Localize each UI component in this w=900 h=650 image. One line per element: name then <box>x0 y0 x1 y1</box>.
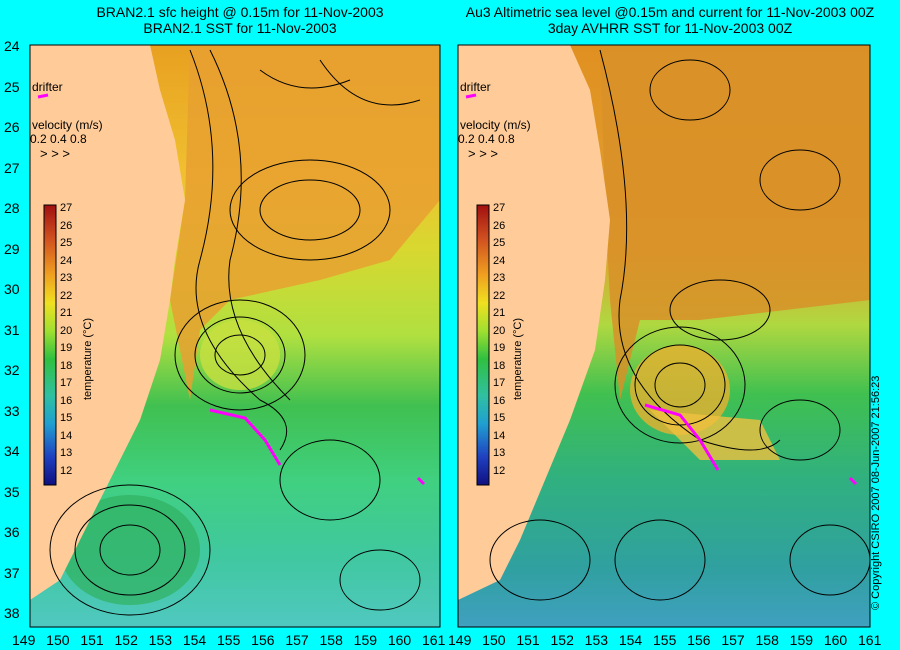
latitude-label: 35 <box>4 483 20 500</box>
latitude-label: 37 <box>4 564 20 581</box>
colorbar-tick-label: 22 <box>60 289 73 302</box>
right-title: Au3 Altimetric sea level @0.15m and curr… <box>440 4 900 36</box>
longitude-label-left: 159 <box>353 632 378 648</box>
colorbar-tick-label: 13 <box>60 447 73 459</box>
longitude-label-left: 152 <box>114 632 138 648</box>
latitude-label: 36 <box>4 524 20 540</box>
colorbar-tick-label: 22 <box>493 289 506 302</box>
colorbar-tick-label: 20 <box>60 324 73 337</box>
colorbar-tick-label: 14 <box>493 429 506 442</box>
longitude-label-right: 159 <box>789 632 814 648</box>
longitude-label-left: 154 <box>182 632 207 648</box>
latitude-label: 25 <box>4 78 20 95</box>
colorbar-tick-label: 21 <box>60 307 73 319</box>
right-land <box>458 45 610 600</box>
colorbar-tick-label: 23 <box>493 272 506 284</box>
longitude-label-left: 153 <box>148 632 173 648</box>
left-title-line2: BRAN2.1 SST for 11-Nov-2003 <box>143 20 337 36</box>
left-velocity-arrows: > > > <box>40 146 70 161</box>
colorbar-tick-label: 27 <box>60 202 73 214</box>
colorbar-tick-label: 26 <box>493 219 506 232</box>
colorbar-tick-label: 18 <box>60 359 73 372</box>
longitude-label-right: 155 <box>653 632 677 648</box>
left-map <box>30 45 440 627</box>
right-colorbar <box>476 204 490 486</box>
colorbar-tick-label: 19 <box>493 342 506 354</box>
longitude-label-left: 151 <box>80 632 104 648</box>
colorbar-tick-label: 12 <box>60 464 73 477</box>
colorbar-tick-label: 16 <box>60 394 73 407</box>
right-title-line2: 3day AVHRR SST for 11-Nov-2003 00Z <box>547 20 793 36</box>
colorbar-tick-label: 12 <box>493 464 506 477</box>
colorbar-tick-label: 13 <box>493 447 506 459</box>
left-velocity-scale: 0.2 0.4 0.8 <box>30 132 87 146</box>
colorbar-tick-label: 26 <box>60 219 73 232</box>
colorbar-tick-label: 15 <box>493 412 506 424</box>
left-title-line1: BRAN2.1 sfc height @ 0.15m for 11-Nov-20… <box>96 4 384 20</box>
colorbar-tick-label: 24 <box>60 254 73 267</box>
colorbar-tick-label: 17 <box>60 377 73 389</box>
latitude-label: 27 <box>4 159 20 176</box>
latitude-label: 38 <box>4 605 20 621</box>
colorbar-tick-label: 17 <box>493 377 506 389</box>
longitude-label-left: 155 <box>217 632 241 648</box>
left-drifter-label: drifter <box>32 80 63 94</box>
colorbar-tick-label: 24 <box>493 254 506 267</box>
longitude-label-right: 156 <box>687 632 711 648</box>
latitude-label: 30 <box>4 281 20 297</box>
colorbar-tick-label: 20 <box>493 324 506 337</box>
colorbar-tick-label: 25 <box>60 237 73 249</box>
longitude-label-right: 158 <box>755 632 779 648</box>
longitude-label-right: 153 <box>584 632 609 648</box>
longitude-label-left: 156 <box>251 632 275 648</box>
left-title: BRAN2.1 sfc height @ 0.15m for 11-Nov-20… <box>40 4 440 36</box>
left-velocity-label: velocity (m/s) <box>32 118 103 132</box>
latitude-label: 28 <box>4 200 20 216</box>
longitude-label-left: 150 <box>46 632 70 648</box>
left-colorbar <box>43 204 57 486</box>
colorbar-tick-label: 21 <box>493 307 506 319</box>
left-colorbar-title: temperature (°C) <box>82 317 94 400</box>
latitude-label: 31 <box>4 321 20 338</box>
latitude-label: 34 <box>4 443 20 459</box>
right-title-line1: Au3 Altimetric sea level @0.15m and curr… <box>465 4 875 20</box>
longitude-label-left: 161 <box>422 632 446 648</box>
colorbar-tick-label: 14 <box>60 429 73 442</box>
right-velocity-scale: 0.2 0.4 0.8 <box>458 132 515 146</box>
copyright-text: © Copyright CSIRO 2007 08-Jun-2007 21:56… <box>870 375 882 610</box>
left-land <box>30 45 185 600</box>
latitude-label: 24 <box>4 38 20 54</box>
colorbar-tick-label: 25 <box>493 237 506 249</box>
longitude-label-right: 157 <box>721 632 745 648</box>
longitude-label-right: 152 <box>550 632 574 648</box>
colorbar-tick-label: 18 <box>493 359 506 372</box>
right-velocity-arrows: > > > <box>468 146 498 161</box>
colorbar-tick-label: 19 <box>60 342 73 354</box>
latitude-label: 26 <box>4 119 20 135</box>
longitude-label-left: 149 <box>12 632 36 648</box>
colorbar-tick-label: 16 <box>493 394 506 407</box>
latitude-label: 33 <box>4 402 20 419</box>
longitude-label-left: 157 <box>285 632 309 648</box>
latitude-label: 32 <box>4 362 20 378</box>
right-velocity-label: velocity (m/s) <box>460 118 531 132</box>
longitude-label-right: 151 <box>516 632 540 648</box>
colorbar-tick-label: 23 <box>60 272 73 284</box>
longitude-label-left: 158 <box>319 632 343 648</box>
right-drifter-label: drifter <box>460 80 491 94</box>
colorbar-tick-label: 27 <box>493 202 506 214</box>
longitude-label-right: 160 <box>823 632 848 648</box>
longitude-label-right: 150 <box>482 632 506 648</box>
longitude-label-right: 154 <box>618 632 643 648</box>
right-colorbar-title: temperature (°C) <box>512 317 524 400</box>
right-map <box>458 45 871 627</box>
longitude-label-right: 161 <box>858 632 882 648</box>
colorbar-tick-label: 15 <box>60 412 73 424</box>
latitude-label: 29 <box>4 240 20 257</box>
longitude-label-left: 160 <box>387 632 412 648</box>
longitude-label-right: 149 <box>448 632 472 648</box>
